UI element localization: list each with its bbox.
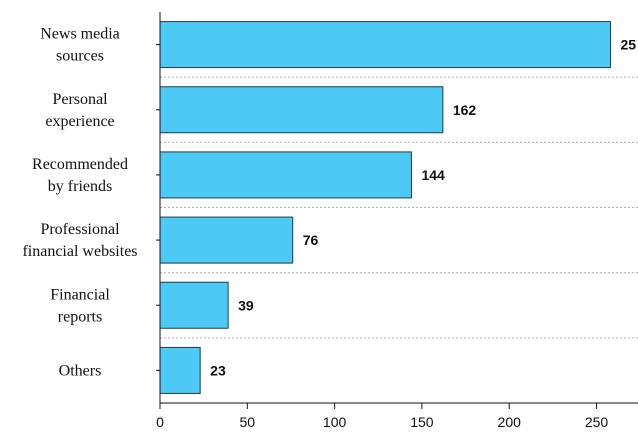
category-label: Others [59,362,102,379]
bar [159,21,611,69]
x-tick-label: 0 [156,414,164,430]
bars [159,21,611,394]
data-label: 76 [303,232,319,248]
bar [159,281,229,329]
data-label: 144 [421,167,445,183]
x-tick-label: 50 [240,414,256,430]
x-tick-label: 250 [585,414,609,430]
data-label: 23 [210,362,226,378]
x-tick-label: 100 [323,414,347,430]
category-label: sources [56,48,104,65]
data-label: 25 [621,37,637,53]
category-label: financial websites [22,243,137,260]
bar [159,86,444,134]
category-label: experience [45,113,114,130]
bar [159,151,412,199]
category-label: by friends [48,178,112,195]
x-tick-label: 200 [498,414,522,430]
x-tick-label: 150 [410,414,434,430]
x-ticks: 0 50 100 150 200 250 [156,403,608,430]
bar [159,216,294,264]
data-label: 39 [238,297,254,313]
category-label: Personal [52,91,108,108]
category-labels: News media sources Personal experience Recom… [22,26,137,380]
category-label: Recommended [32,156,128,173]
bar [159,346,201,394]
category-label: reports [58,308,102,325]
data-labels: 25 162 144 76 39 23 [210,37,636,379]
category-label: Professional [40,221,120,238]
data-label: 162 [453,102,477,118]
axes [156,12,638,404]
category-label: News media [40,26,120,43]
category-label: Financial [50,286,110,303]
